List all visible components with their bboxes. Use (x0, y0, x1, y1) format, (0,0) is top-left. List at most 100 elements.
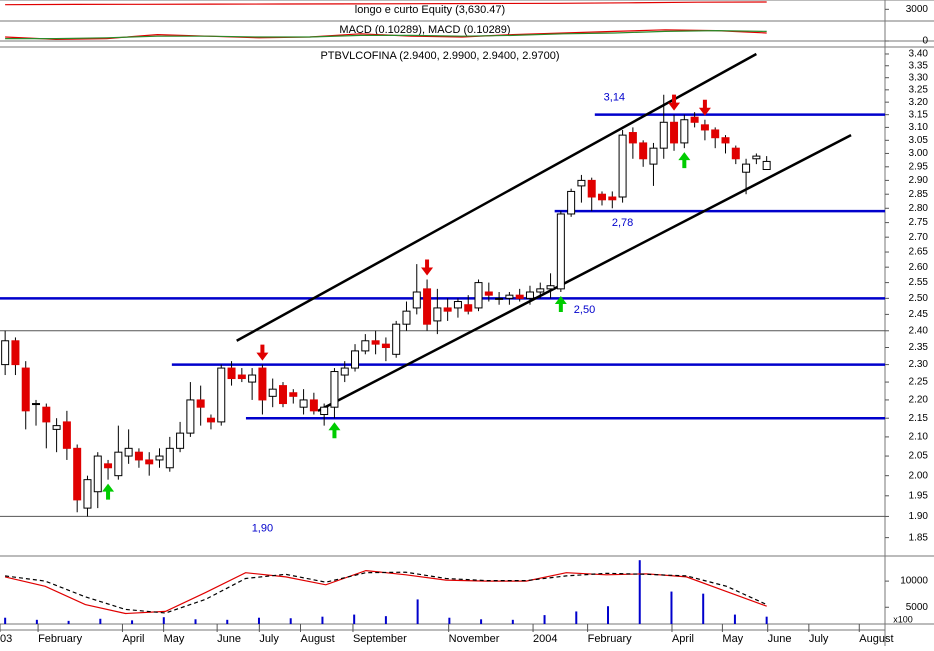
candle-body (258, 367, 267, 401)
x-tick-label: 2004 (533, 633, 557, 645)
y-tick-label: 2.65 (909, 247, 929, 258)
candle-body (114, 451, 123, 477)
y-tick-label: 3.10 (909, 122, 929, 133)
y-tick-label: 2.75 (909, 217, 929, 228)
series-line (5, 29, 767, 40)
candle-body (577, 179, 586, 187)
y-tick-label: 1.95 (909, 490, 929, 501)
sell-arrow (668, 94, 681, 111)
volume-bar (638, 560, 641, 624)
x-tick-label: April (122, 633, 144, 645)
y-tick-label: 3.00 (909, 148, 929, 159)
volume-bar (384, 616, 387, 624)
x-tick-label: June (768, 633, 792, 645)
y-tick-label: 2.85 (909, 189, 929, 200)
candle-body (721, 137, 730, 144)
x-tick-label: May (164, 633, 185, 645)
candle-body (351, 350, 360, 369)
candle-body (700, 124, 709, 131)
y-tick-label: 2.35 (909, 342, 929, 353)
candle-body (145, 459, 154, 465)
y-tick-label: 0 (922, 36, 928, 47)
volume-bar (448, 617, 451, 624)
candle-body (474, 282, 483, 309)
candle-body (546, 285, 555, 290)
volume-bar (321, 616, 324, 624)
macd-title: MACD (0.10289), MACD (0.10289) (339, 24, 510, 36)
x-tick-label: July (259, 633, 279, 645)
candle-body (567, 190, 576, 215)
trend-line (317, 134, 852, 412)
y-tick-label: 2.10 (909, 432, 929, 443)
candle-body (515, 294, 524, 299)
sell-arrow (256, 344, 269, 361)
y-tick-label: 3.15 (909, 109, 929, 120)
candle-body (525, 291, 534, 299)
candle-body (412, 291, 421, 309)
candle-body (392, 323, 401, 355)
buy-arrow (102, 483, 115, 500)
candle-body (330, 371, 339, 408)
candle-body (690, 116, 699, 123)
sell-arrow (698, 99, 711, 116)
y-tick-label: 2.30 (909, 359, 929, 370)
candle-body (165, 447, 174, 469)
volume-bar (35, 619, 38, 624)
x-tick-label: June (217, 633, 241, 645)
y-tick-label: 1.85 (909, 532, 929, 543)
volume-bar (416, 599, 419, 624)
level-label: 2,78 (612, 217, 633, 229)
y-tick-label: 2.05 (909, 451, 929, 462)
candle-body (62, 421, 71, 449)
y-tick-label: 2.55 (909, 277, 929, 288)
y-tick-label: 2.00 (909, 470, 929, 481)
x-tick-label: July (809, 633, 829, 645)
series-line (5, 1, 767, 6)
candle-body (299, 399, 308, 408)
y-tick-label: 5000 (906, 602, 929, 613)
y-tick-label: 2.90 (909, 175, 929, 186)
y-tick-label: 2.40 (909, 325, 929, 336)
candle-body (32, 403, 41, 406)
candle-body (73, 447, 82, 501)
x-tick-label: August (300, 633, 334, 645)
candle-body (268, 388, 277, 397)
candle-body (680, 119, 689, 144)
y-tick-label: 2.60 (909, 262, 929, 273)
candle-body (11, 340, 20, 366)
candle-body (762, 160, 771, 171)
volume-bar (67, 620, 70, 624)
candle-body (598, 193, 607, 201)
y-tick-label: 2.15 (909, 413, 929, 424)
buy-arrow (328, 422, 341, 439)
x-tick-label: April (672, 633, 694, 645)
y-tick-label: 2.45 (909, 309, 929, 320)
candle-body (196, 399, 205, 408)
buy-arrow (678, 152, 691, 169)
candle-body (248, 374, 257, 383)
level-label: 1,90 (252, 522, 273, 534)
candle-body (124, 447, 133, 457)
volume-bar (575, 611, 578, 624)
candle-body (237, 374, 246, 380)
candle-body (93, 455, 102, 493)
y-tick-label: 2.25 (909, 377, 929, 388)
candle-body (42, 406, 51, 423)
candle-body (206, 417, 215, 423)
candle-body (670, 121, 679, 144)
candle-body (227, 367, 236, 380)
candle-body (176, 432, 185, 449)
y-tick-label: 2.20 (909, 395, 929, 406)
volume-bar (765, 616, 768, 624)
trend-line (236, 52, 757, 342)
candle-body (618, 134, 627, 198)
candle-body (278, 385, 287, 405)
volume-bar (353, 614, 356, 624)
y-tick-label: 3000 (906, 4, 929, 15)
volume-bar (194, 619, 197, 624)
volume-bar (226, 619, 229, 624)
candle-body (608, 196, 617, 201)
candle-body (134, 451, 143, 461)
candle-body (52, 425, 61, 430)
